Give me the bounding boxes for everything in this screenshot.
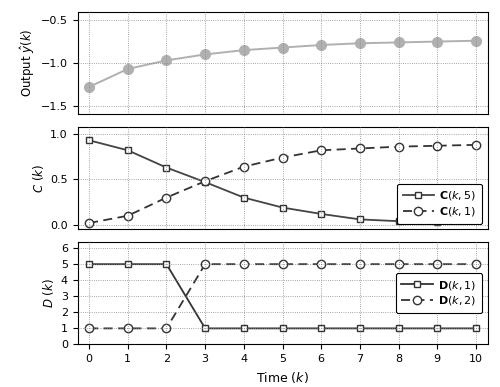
$\mathbf{D}(k,2)$: [125, 326, 131, 331]
Line: $\mathbf{D}(k,1)$: $\mathbf{D}(k,1)$: [86, 261, 479, 332]
$\mathbf{C}(k,5)$: [473, 218, 479, 223]
$\mathbf{C}(k,5)$: [241, 195, 247, 200]
$\mathbf{C}(k,1)$: [357, 146, 363, 151]
$\mathbf{D}(k,2)$: [280, 262, 285, 267]
$\mathbf{C}(k,1)$: [434, 144, 440, 148]
$\mathbf{C}(k,5)$: [86, 138, 92, 143]
Legend: $\mathbf{C}(k,5)$, $\mathbf{C}(k,1)$: $\mathbf{C}(k,5)$, $\mathbf{C}(k,1)$: [397, 184, 482, 224]
Legend: $\mathbf{D}(k,1)$, $\mathbf{D}(k,2)$: $\mathbf{D}(k,1)$, $\mathbf{D}(k,2)$: [396, 273, 482, 313]
Y-axis label: $C\ (k)$: $C\ (k)$: [31, 164, 46, 192]
Y-axis label: Output $\hat{y}(k)$: Output $\hat{y}(k)$: [18, 29, 36, 97]
$\mathbf{D}(k,1)$: [202, 326, 208, 331]
$\mathbf{D}(k,1)$: [125, 262, 131, 267]
$\mathbf{D}(k,1)$: [86, 262, 92, 267]
$\mathbf{C}(k,5)$: [125, 148, 131, 152]
$\mathbf{D}(k,1)$: [241, 326, 247, 331]
$\mathbf{C}(k,5)$: [396, 219, 402, 224]
$\mathbf{C}(k,5)$: [164, 165, 170, 170]
$\mathbf{C}(k,1)$: [241, 164, 247, 169]
$\mathbf{C}(k,1)$: [473, 142, 479, 147]
$\mathbf{D}(k,1)$: [318, 326, 324, 331]
$\mathbf{C}(k,1)$: [280, 155, 285, 160]
$\mathbf{D}(k,1)$: [473, 326, 479, 331]
$\mathbf{D}(k,2)$: [202, 262, 208, 267]
$\mathbf{D}(k,2)$: [434, 262, 440, 267]
$\mathbf{D}(k,1)$: [434, 326, 440, 331]
$\mathbf{C}(k,5)$: [434, 220, 440, 224]
$\mathbf{C}(k,1)$: [318, 148, 324, 152]
$\mathbf{C}(k,1)$: [86, 221, 92, 225]
$\mathbf{C}(k,5)$: [318, 212, 324, 216]
$\mathbf{C}(k,1)$: [202, 179, 208, 183]
$\mathbf{C}(k,5)$: [280, 205, 285, 210]
$\mathbf{D}(k,1)$: [357, 326, 363, 331]
$\mathbf{D}(k,1)$: [280, 326, 285, 331]
Line: $\mathbf{C}(k,1)$: $\mathbf{C}(k,1)$: [85, 140, 480, 227]
$\mathbf{C}(k,5)$: [357, 217, 363, 222]
$\mathbf{D}(k,2)$: [164, 326, 170, 331]
$\mathbf{D}(k,1)$: [396, 326, 402, 331]
$\mathbf{C}(k,5)$: [202, 180, 208, 185]
$\mathbf{D}(k,2)$: [396, 262, 402, 267]
$\mathbf{D}(k,2)$: [357, 262, 363, 267]
$\mathbf{D}(k,2)$: [241, 262, 247, 267]
$\mathbf{C}(k,1)$: [125, 213, 131, 218]
$\mathbf{C}(k,1)$: [396, 144, 402, 149]
Line: $\mathbf{C}(k,5)$: $\mathbf{C}(k,5)$: [86, 137, 479, 226]
$\mathbf{D}(k,2)$: [318, 262, 324, 267]
$\mathbf{D}(k,2)$: [86, 326, 92, 331]
Line: $\mathbf{D}(k,2)$: $\mathbf{D}(k,2)$: [85, 260, 480, 332]
$\mathbf{C}(k,1)$: [164, 195, 170, 200]
Y-axis label: $D\ (k)$: $D\ (k)$: [42, 278, 56, 308]
$\mathbf{D}(k,2)$: [473, 262, 479, 267]
X-axis label: Time $(k)$: Time $(k)$: [256, 370, 309, 385]
$\mathbf{D}(k,1)$: [164, 262, 170, 267]
